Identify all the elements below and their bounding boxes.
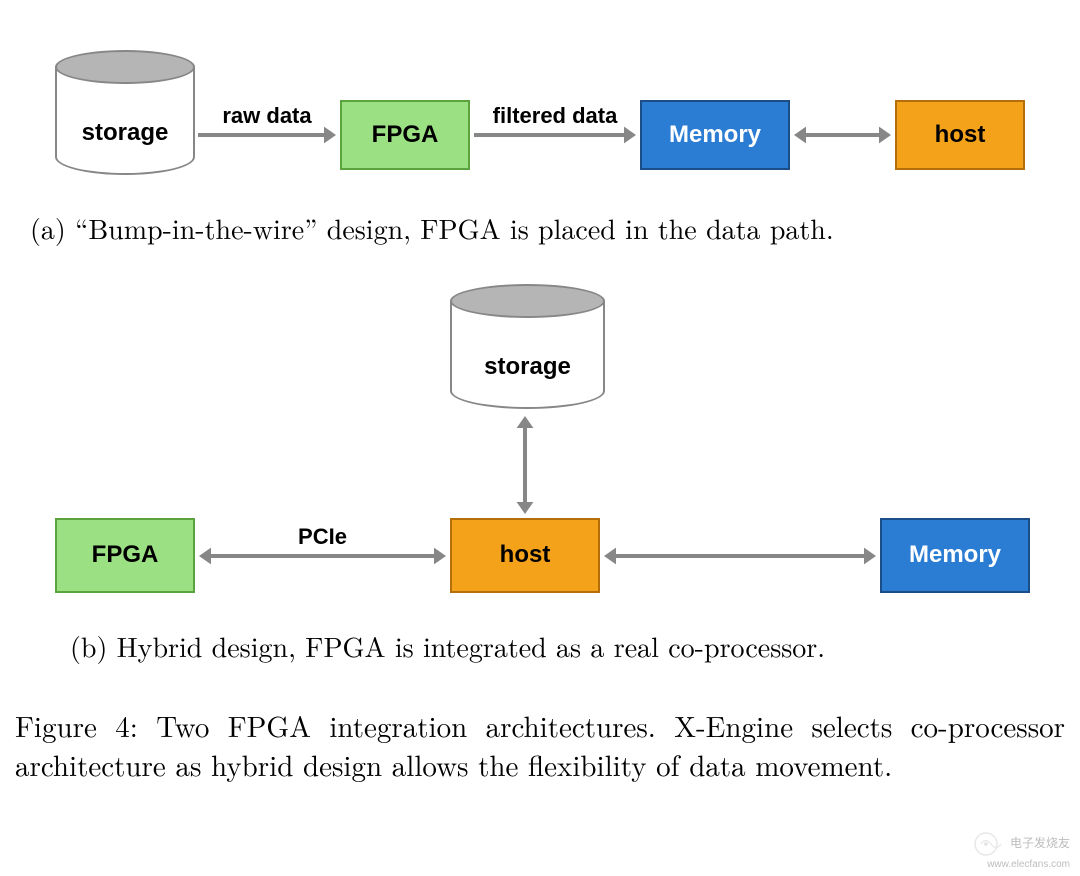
host-label-a: host <box>935 121 986 149</box>
host-box-a: host <box>895 100 1025 170</box>
label-raw-data: raw data <box>187 103 347 129</box>
host-box-b: host <box>450 518 600 593</box>
watermark-line1: 电子发烧友 <box>1010 836 1070 850</box>
diagram-a: storage FPGA Memory host raw data filter… <box>0 30 1080 210</box>
fpga-label-b: FPGA <box>92 541 159 569</box>
caption-a: (a) “Bump-in-the-wire” design, FPGA is p… <box>30 210 1060 248</box>
figure-caption: Figure 4: Two FPGA integration architect… <box>15 706 1065 784</box>
fpga-box-b: FPGA <box>55 518 195 593</box>
label-filtered-data: filtered data <box>475 103 635 129</box>
arrow-memory-host <box>792 121 893 149</box>
diagram-b: storage FPGA host Memory PCIe <box>0 278 1080 618</box>
watermark-line2: www.elecfans.com <box>987 859 1070 870</box>
memory-label-a: Memory <box>669 121 761 149</box>
arrow-host-memory <box>602 542 878 570</box>
label-pcie: PCIe <box>243 524 403 550</box>
host-label-b: host <box>500 541 551 569</box>
watermark: 电子发烧友 www.elecfans.com <box>973 831 1070 870</box>
fpga-box-a: FPGA <box>340 100 470 170</box>
memory-label-b: Memory <box>909 541 1001 569</box>
fpga-label-a: FPGA <box>372 121 439 149</box>
storage-label-a: storage <box>55 119 195 147</box>
memory-box-a: Memory <box>640 100 790 170</box>
watermark-icon <box>973 831 1007 857</box>
arrow-storage-host <box>511 414 539 516</box>
storage-label-b: storage <box>450 353 605 381</box>
caption-b: (b) Hybrid design, FPGA is integrated as… <box>70 628 1060 666</box>
memory-box-b: Memory <box>880 518 1030 593</box>
